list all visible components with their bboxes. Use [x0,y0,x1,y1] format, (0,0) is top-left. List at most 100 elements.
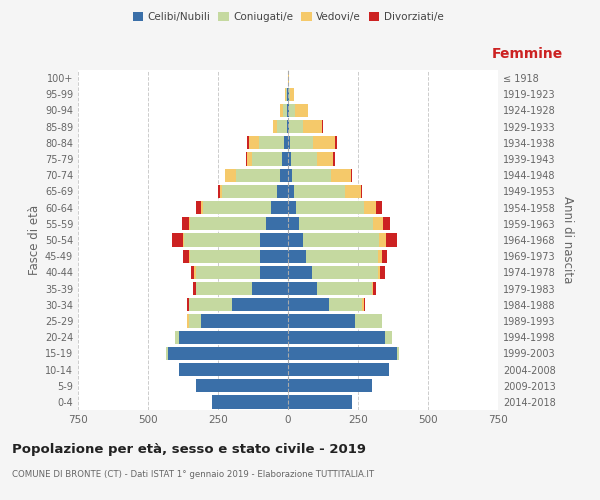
Bar [260,234,288,246]
Bar [187,298,188,312]
Bar [335,136,337,149]
Bar [289,120,304,134]
Bar [288,282,317,295]
Bar [304,234,379,246]
Bar [364,201,376,214]
Bar [188,314,201,328]
Bar [292,168,331,182]
Bar [376,201,382,214]
Bar [201,201,203,214]
Bar [225,168,236,182]
Bar [288,152,291,166]
Bar [373,217,383,230]
Bar [247,136,249,149]
Bar [277,120,287,134]
Bar [289,104,295,117]
Bar [288,330,385,344]
Bar [313,136,335,149]
Bar [288,379,372,392]
Bar [247,152,251,166]
Bar [288,217,299,230]
Bar [382,250,388,263]
Bar [272,120,277,134]
Bar [280,104,283,117]
Bar [373,282,376,295]
Bar [271,201,288,214]
Bar [167,346,288,360]
Bar [304,120,322,134]
Bar [259,136,284,149]
Bar [306,250,377,263]
Bar [251,152,283,166]
Bar [293,185,346,198]
Bar [329,298,362,312]
Bar [288,185,293,198]
Bar [179,330,288,344]
Bar [218,185,220,198]
Bar [232,298,288,312]
Bar [288,234,304,246]
Bar [196,282,251,295]
Bar [194,266,196,279]
Bar [288,346,397,360]
Bar [260,250,288,263]
Bar [212,396,288,408]
Bar [249,136,259,149]
Bar [191,266,194,279]
Bar [331,168,351,182]
Bar [188,250,190,263]
Bar [182,217,188,230]
Bar [283,152,288,166]
Bar [175,330,179,344]
Y-axis label: Anni di nascita: Anni di nascita [561,196,574,284]
Bar [288,136,290,149]
Bar [222,185,277,198]
Bar [312,266,377,279]
Bar [291,152,317,166]
Bar [196,379,288,392]
Bar [166,346,167,360]
Bar [288,298,329,312]
Text: COMUNE DI BRONTE (CT) - Dati ISTAT 1° gennaio 2019 - Elaborazione TUTTITALIA.IT: COMUNE DI BRONTE (CT) - Dati ISTAT 1° ge… [12,470,374,479]
Bar [364,298,365,312]
Bar [288,104,289,117]
Bar [283,104,287,117]
Bar [280,168,288,182]
Bar [287,104,288,117]
Bar [172,234,183,246]
Bar [383,217,390,230]
Bar [377,250,382,263]
Bar [317,282,372,295]
Bar [284,88,286,101]
Bar [287,120,288,134]
Bar [260,266,288,279]
Bar [288,201,296,214]
Bar [346,185,361,198]
Bar [355,314,382,328]
Bar [201,314,288,328]
Text: Femmine: Femmine [492,48,563,62]
Bar [290,136,313,149]
Bar [380,266,385,279]
Bar [188,298,232,312]
Bar [296,201,364,214]
Bar [288,314,355,328]
Bar [299,217,373,230]
Bar [361,185,362,198]
Bar [220,185,222,198]
Bar [251,282,288,295]
Bar [290,88,294,101]
Bar [187,314,188,328]
Bar [351,168,352,182]
Bar [190,250,260,263]
Bar [385,330,392,344]
Legend: Celibi/Nubili, Coniugati/e, Vedovi/e, Divorziati/e: Celibi/Nubili, Coniugati/e, Vedovi/e, Di… [128,8,448,26]
Bar [288,363,389,376]
Bar [288,120,289,134]
Bar [246,152,247,166]
Bar [203,201,271,214]
Bar [184,234,260,246]
Bar [288,266,312,279]
Bar [317,152,333,166]
Bar [288,168,292,182]
